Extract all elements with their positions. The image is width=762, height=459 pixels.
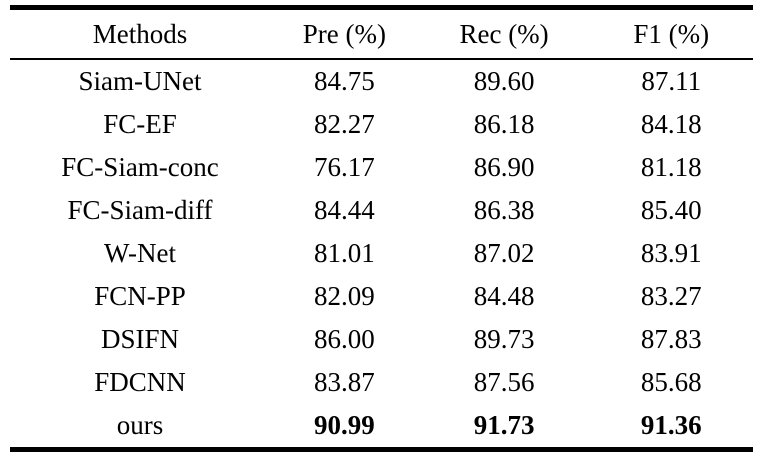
rec-value: 86.18 bbox=[473, 109, 535, 139]
table-row: FDCNN 83.87 87.56 85.68 bbox=[10, 361, 753, 404]
f1-value: 85.40 bbox=[640, 195, 702, 225]
f1-value: 83.91 bbox=[640, 238, 702, 268]
table-row: Siam-UNet 84.75 89.60 87.11 bbox=[10, 60, 753, 103]
f1-value: 85.68 bbox=[640, 367, 702, 397]
method-name: W-Net bbox=[104, 238, 177, 268]
method-name: FDCNN bbox=[94, 367, 186, 397]
table-top-rule bbox=[10, 5, 753, 10]
table-row-ours: ours 90.99 91.73 91.36 bbox=[10, 404, 753, 447]
rec-value: 87.56 bbox=[473, 367, 535, 397]
results-table: Methods Pre (%) Rec (%) F1 (%) Siam-UNet… bbox=[10, 5, 753, 452]
f1-value: 91.36 bbox=[640, 410, 702, 440]
f1-value: 87.83 bbox=[640, 324, 702, 354]
column-header-pre: Pre (%) bbox=[302, 18, 386, 49]
table-header-rule bbox=[10, 58, 753, 60]
method-name: DSIFN bbox=[101, 324, 180, 354]
table-row: DSIFN 86.00 89.73 87.83 bbox=[10, 318, 753, 361]
pre-value: 81.01 bbox=[313, 238, 375, 268]
pre-value: 76.17 bbox=[313, 152, 375, 182]
rec-value: 84.48 bbox=[473, 281, 535, 311]
column-header-methods: Methods bbox=[92, 18, 188, 49]
method-name: FC-Siam-conc bbox=[61, 152, 219, 182]
f1-value: 83.27 bbox=[640, 281, 702, 311]
table-row: FC-EF 82.27 86.18 84.18 bbox=[10, 103, 753, 146]
pre-value: 86.00 bbox=[313, 324, 375, 354]
method-name: ours bbox=[116, 410, 164, 440]
table-row: FCN-PP 82.09 84.48 83.27 bbox=[10, 275, 753, 318]
method-name: FCN-PP bbox=[94, 281, 186, 311]
rec-value: 91.73 bbox=[473, 410, 535, 440]
method-name: FC-Siam-diff bbox=[67, 195, 213, 225]
rec-value: 89.73 bbox=[473, 324, 535, 354]
method-name: Siam-UNet bbox=[78, 66, 202, 96]
table-row: FC-Siam-diff 84.44 86.38 85.40 bbox=[10, 189, 753, 232]
rec-value: 87.02 bbox=[473, 238, 535, 268]
column-header-rec: Rec (%) bbox=[459, 18, 549, 49]
pre-value: 90.99 bbox=[313, 410, 375, 440]
f1-value: 81.18 bbox=[640, 152, 702, 182]
table-header-row: Methods Pre (%) Rec (%) F1 (%) bbox=[10, 10, 753, 58]
pre-value: 82.27 bbox=[313, 109, 375, 139]
rec-value: 86.90 bbox=[473, 152, 535, 182]
f1-value: 87.11 bbox=[641, 66, 702, 96]
f1-value: 84.18 bbox=[640, 109, 702, 139]
method-name: FC-EF bbox=[103, 109, 177, 139]
table-row: FC-Siam-conc 76.17 86.90 81.18 bbox=[10, 146, 753, 189]
pre-value: 82.09 bbox=[313, 281, 375, 311]
table-row: W-Net 81.01 87.02 83.91 bbox=[10, 232, 753, 275]
pre-value: 83.87 bbox=[313, 367, 375, 397]
rec-value: 89.60 bbox=[473, 66, 535, 96]
column-header-f1: F1 (%) bbox=[633, 18, 710, 49]
rec-value: 86.38 bbox=[473, 195, 535, 225]
pre-value: 84.44 bbox=[313, 195, 375, 225]
table-bottom-rule bbox=[10, 447, 753, 452]
pre-value: 84.75 bbox=[313, 66, 375, 96]
